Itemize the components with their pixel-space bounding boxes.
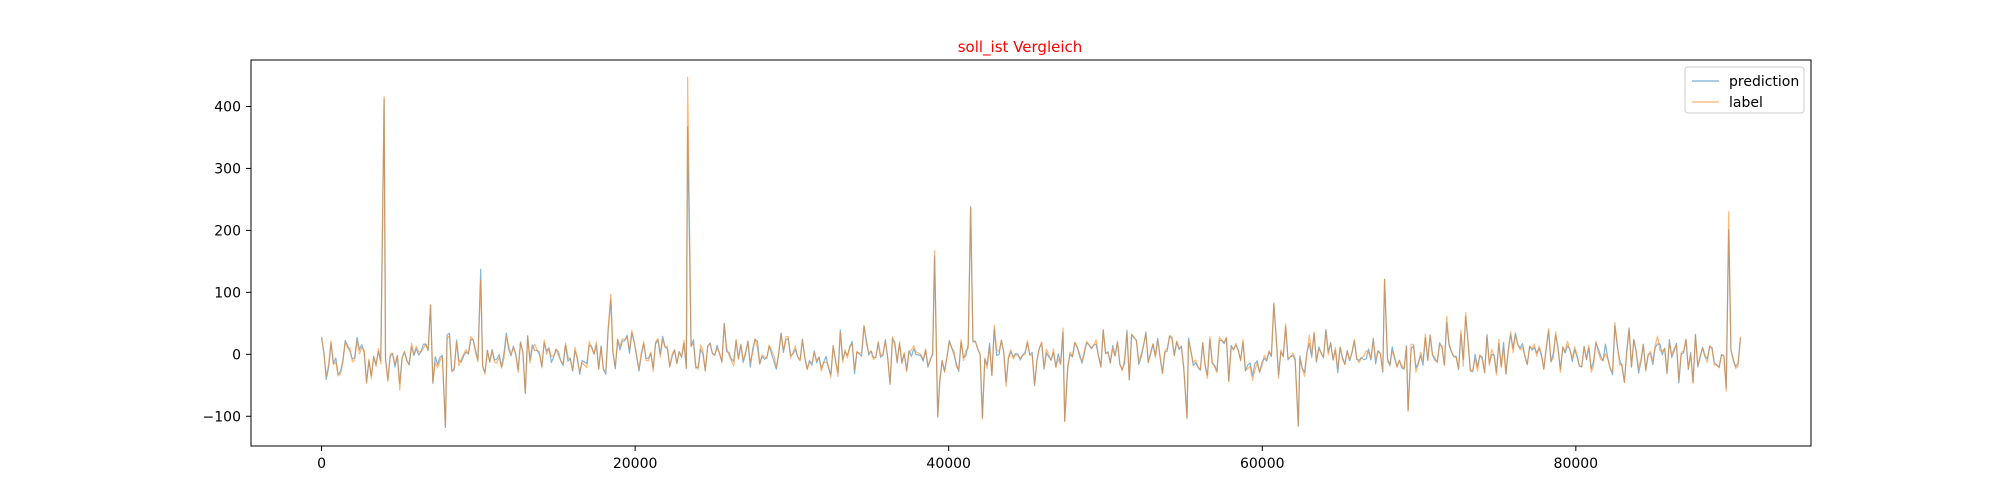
x-tick-label: 60000 [1240, 456, 1285, 472]
x-tick-label: 40000 [926, 456, 971, 472]
y-tick-label: −100 [203, 409, 241, 425]
y-tick-label: 0 [232, 347, 241, 363]
chart-title: soll_ist Vergleich [958, 38, 1083, 57]
axes: 0 20000 40000 60000 80000 −100 0 100 200 300 400 [203, 59, 1812, 472]
y-tick-label: 200 [214, 223, 241, 239]
plot-frame [250, 59, 1812, 447]
x-tick-label: 80000 [1554, 456, 1599, 472]
series-line-label [320, 76, 1742, 429]
x-tick-label: 20000 [613, 456, 658, 472]
plot-lines [320, 76, 1742, 429]
y-tick-label: 300 [214, 161, 241, 177]
y-tick-label: 400 [214, 99, 241, 115]
series-line-prediction [320, 98, 1742, 429]
y-tick-label: 100 [214, 285, 241, 301]
legend-label-label: label [1729, 95, 1763, 111]
legend-label-prediction: prediction [1729, 74, 1799, 90]
legend: prediction label [1684, 66, 1805, 114]
x-tick-label: 0 [317, 456, 326, 472]
